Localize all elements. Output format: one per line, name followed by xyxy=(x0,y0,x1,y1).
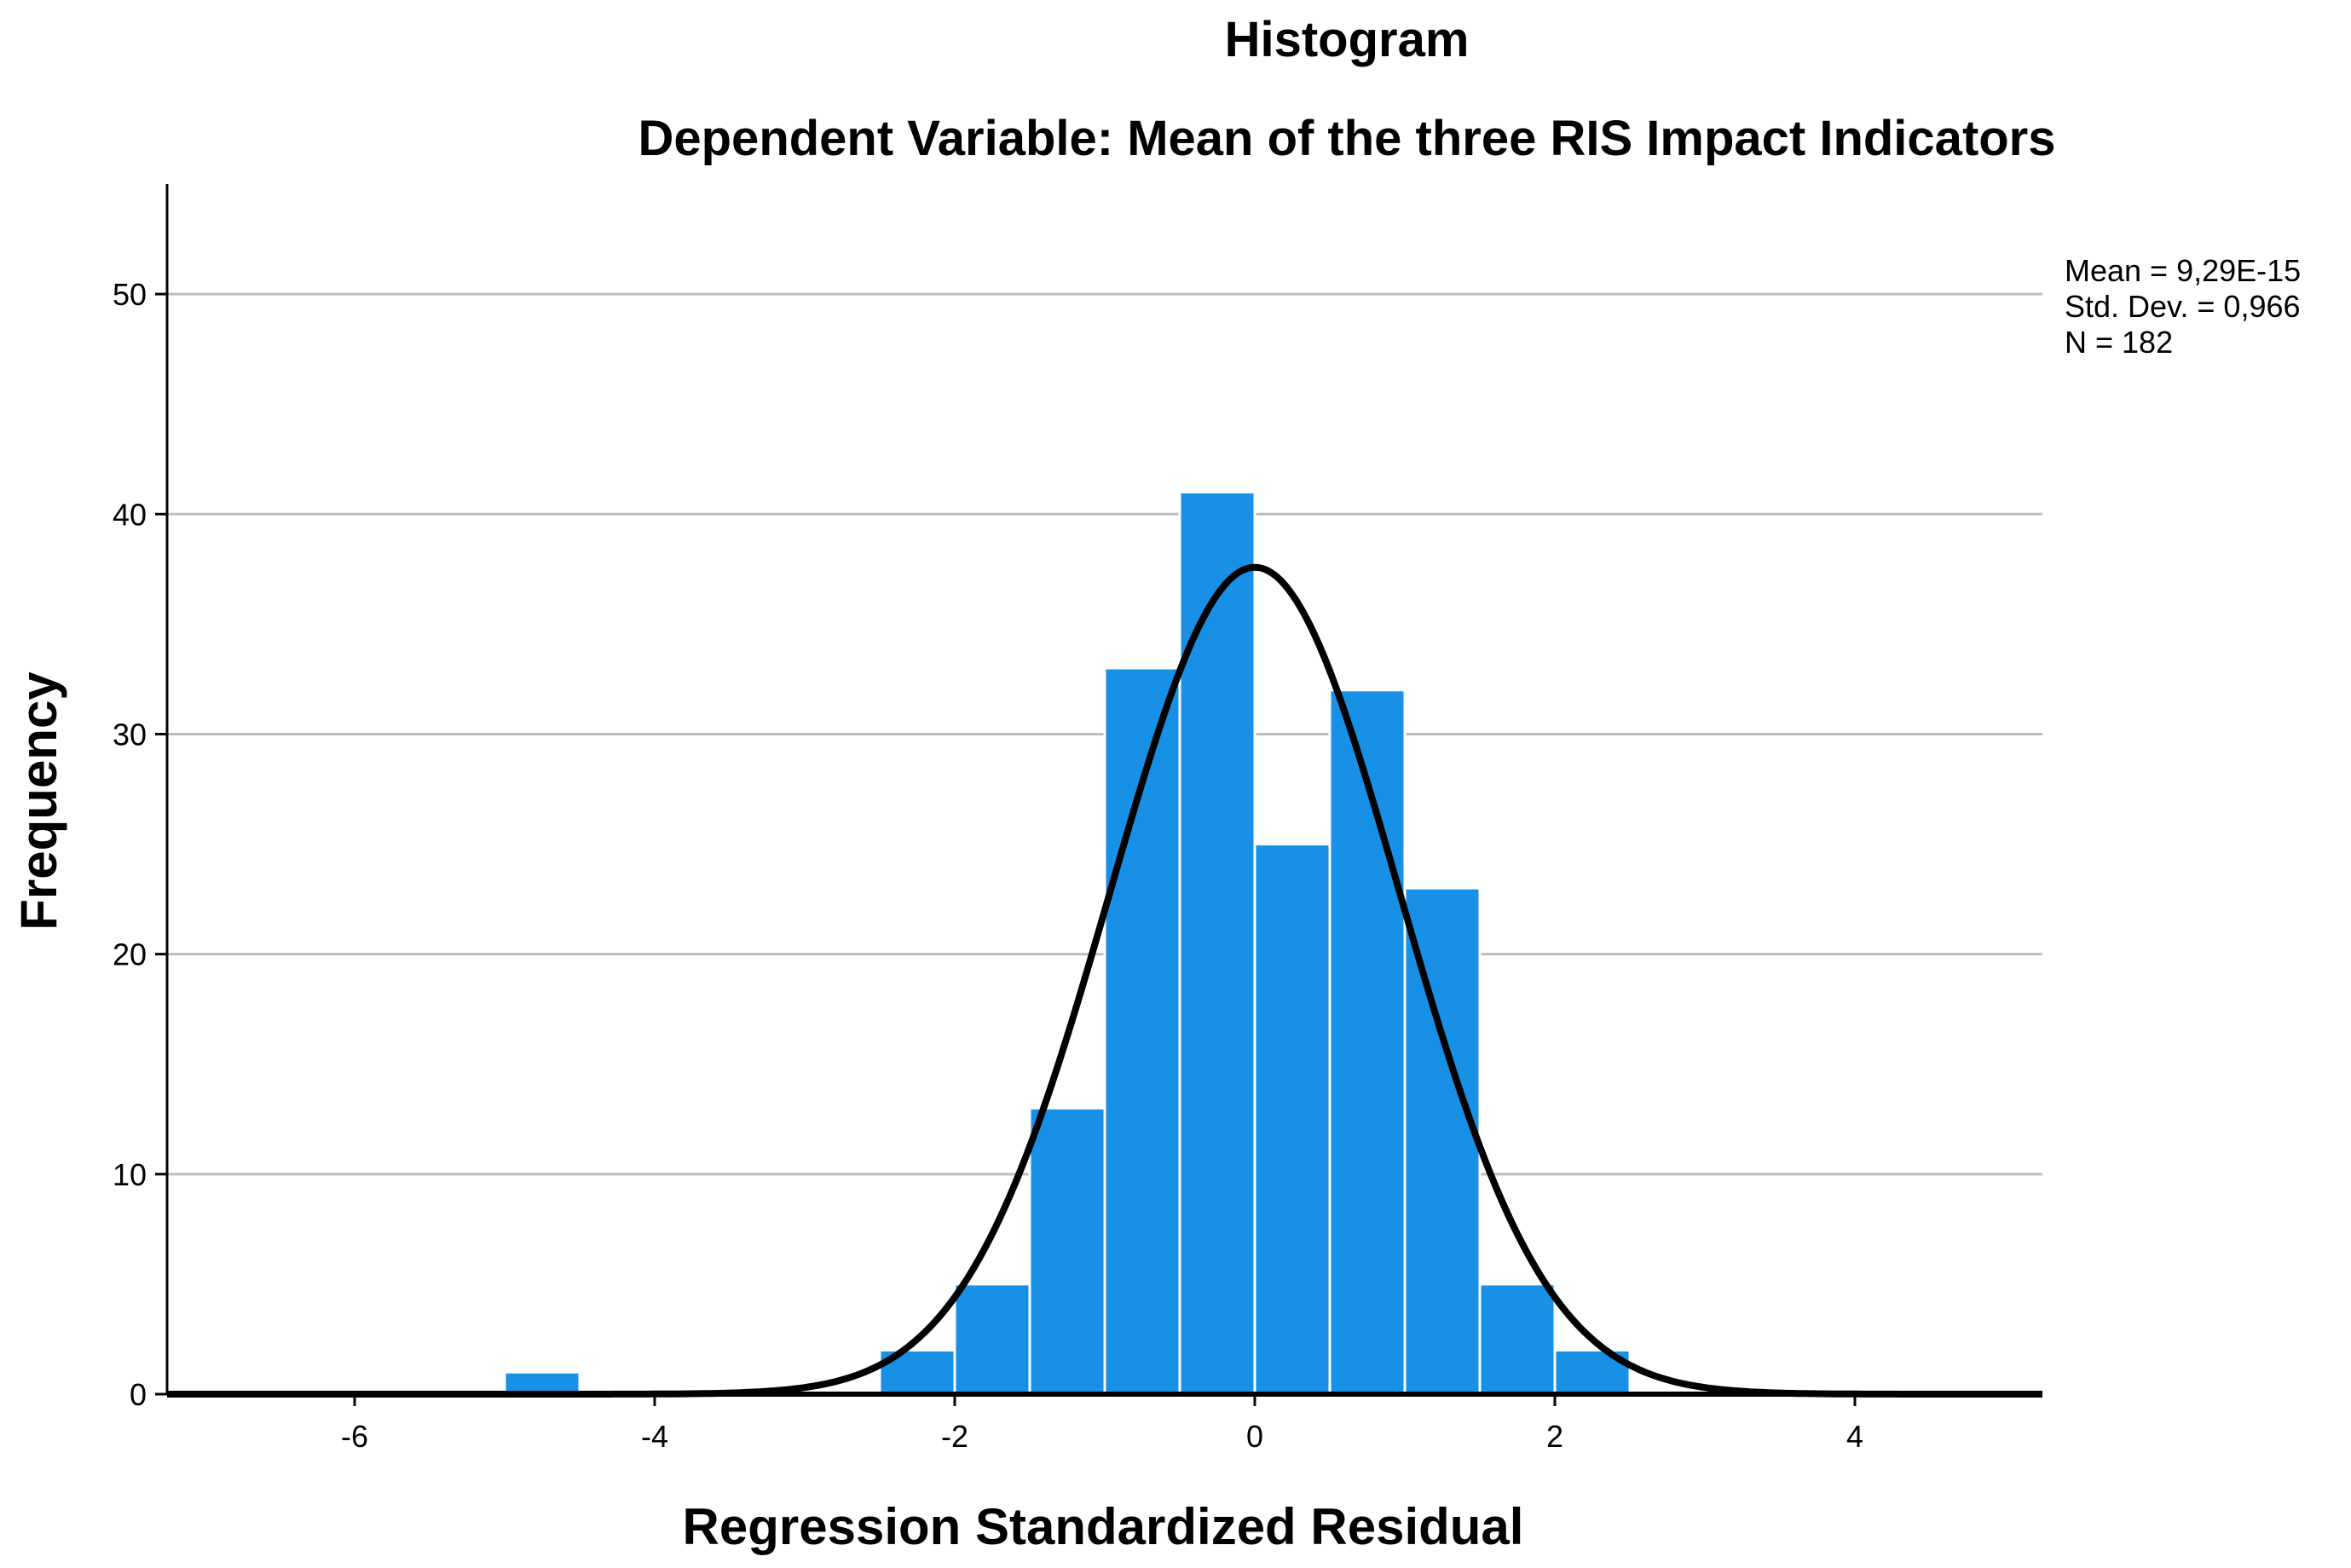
bar-7 xyxy=(1328,689,1407,1396)
y-tick-label: 0 xyxy=(130,1377,147,1412)
histogram-bars xyxy=(503,490,1632,1396)
stat-std-dev: Std. Dev. = 0,966 xyxy=(2065,289,2301,324)
bar-6 xyxy=(1253,843,1331,1396)
y-tick-label: 30 xyxy=(113,717,147,752)
chart-subtitle: Dependent Variable: Mean of the three RI… xyxy=(638,111,2055,166)
stats-box: Mean = 9,29E-15 Std. Dev. = 0,966 N = 18… xyxy=(2065,253,2301,360)
axes xyxy=(165,184,2042,1397)
bar-5 xyxy=(1178,490,1256,1396)
x-tick-label: -6 xyxy=(341,1419,368,1454)
y-tick-labels: 0 10 20 30 40 50 xyxy=(113,277,167,1412)
stat-n: N = 182 xyxy=(2065,325,2173,360)
y-axis-title: Frequency xyxy=(10,672,67,931)
x-tick-label: 2 xyxy=(1546,1419,1563,1454)
y-tick-label: 10 xyxy=(113,1157,147,1192)
x-tick-label: -4 xyxy=(641,1419,668,1454)
x-axis-title: Regression Standardized Residual xyxy=(683,1498,1524,1555)
stat-mean: Mean = 9,29E-15 xyxy=(2065,253,2301,288)
x-tick-labels: -6 -4 -2 0 2 4 xyxy=(341,1394,1863,1454)
bar-3 xyxy=(1028,1106,1106,1396)
chart-title: Histogram xyxy=(1225,12,1470,67)
bar-8 xyxy=(1403,886,1482,1396)
x-tick-label: 0 xyxy=(1246,1419,1263,1454)
y-tick-label: 50 xyxy=(113,277,147,312)
y-tick-label: 40 xyxy=(113,497,147,532)
y-tick-label: 20 xyxy=(113,937,147,972)
bar-2 xyxy=(953,1283,1031,1396)
bar-9 xyxy=(1478,1283,1557,1396)
bar-0 xyxy=(503,1370,581,1396)
x-tick-label: 4 xyxy=(1846,1419,1863,1454)
x-tick-label: -2 xyxy=(941,1419,968,1454)
